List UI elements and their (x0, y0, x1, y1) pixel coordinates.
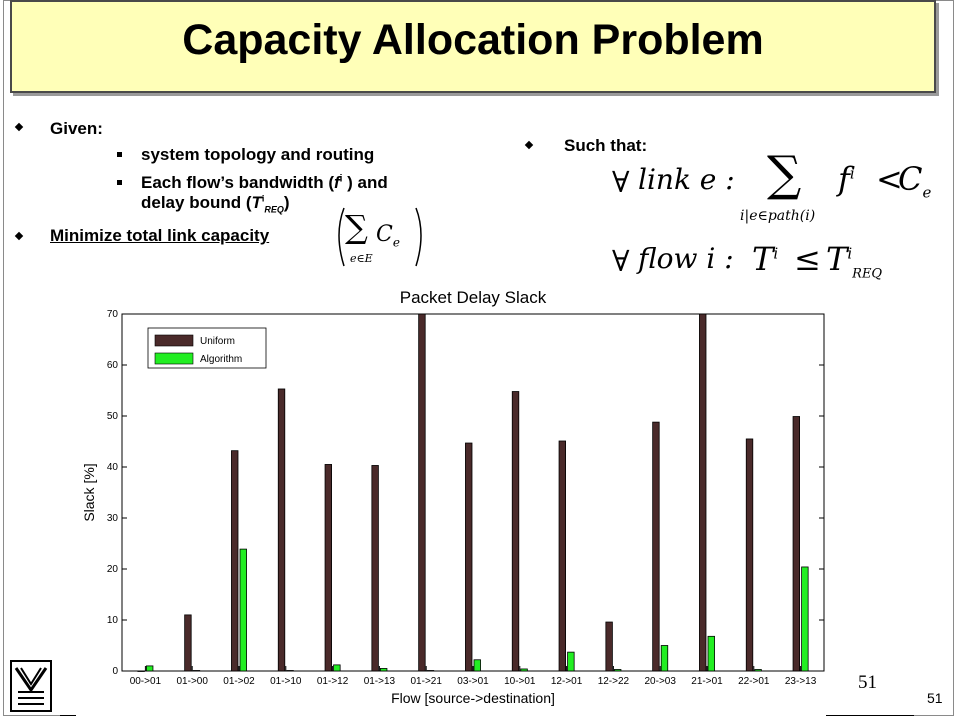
bar-algorithm (660, 645, 669, 672)
less-equal-symbol: ≤ (794, 240, 821, 278)
sum-index: e∈E (350, 252, 373, 265)
packet-delay-slack-chart: Packet Delay Slack 0 10 20 30 40 50 60 70 00->01 0… (70, 283, 826, 719)
minimize-formula (338, 207, 422, 267)
required-delay-symbol: TiREQ (826, 240, 883, 282)
slide-title: Capacity Allocation Problem (182, 16, 764, 64)
sum-index: i|e∈path(i) (740, 208, 816, 224)
bar-algorithm (146, 665, 154, 672)
bar-algorithm (754, 669, 762, 672)
legend-label: Uniform (200, 336, 235, 347)
bar-algorithm (567, 651, 575, 672)
bar-uniform (418, 313, 426, 672)
y-tick-label: 40 (107, 462, 119, 473)
bullet-square-icon (117, 180, 122, 185)
such-that-label: Such that: (564, 136, 648, 155)
delay-symbol: Ti (752, 240, 779, 278)
chart-title: Packet Delay Slack (400, 288, 547, 307)
given-item-topology: system topology and routing (141, 145, 375, 164)
x-tick-label: 01->10 (270, 676, 302, 687)
y-tick-label: 60 (107, 360, 119, 371)
bar-algorithm (333, 664, 341, 672)
bar-uniform (699, 313, 707, 672)
x-tick-label: 12->22 (598, 676, 630, 687)
bar-algorithm (801, 566, 809, 672)
bar-uniform (745, 438, 754, 672)
bar-uniform (371, 465, 379, 672)
sum-symbol: ∑ (767, 146, 802, 202)
forall-symbol: ∀ (612, 244, 630, 278)
x-tick-label: 01->12 (317, 676, 349, 687)
bar-uniform (277, 388, 286, 672)
legend-label: Algorithm (200, 354, 242, 365)
bar-algorithm (379, 668, 388, 672)
less-than-symbol: < (876, 160, 903, 198)
y-tick-label: 20 (107, 564, 119, 575)
x-tick-label: 01->21 (410, 676, 442, 687)
legend-swatch (154, 352, 194, 365)
bar-uniform (558, 440, 567, 672)
x-tick-label: 03->01 (457, 676, 489, 687)
page-number-small: 51 (927, 690, 943, 706)
constraint1-text: link e : (638, 163, 735, 196)
y-axis-label: Slack [%] (81, 463, 97, 521)
bar-uniform (184, 614, 192, 672)
bar-uniform (652, 421, 660, 672)
bar-uniform (137, 670, 145, 672)
y-tick-label: 0 (112, 666, 118, 677)
footer-line (826, 715, 914, 716)
plot-area (121, 313, 825, 672)
x-tick-label: 01->13 (364, 676, 396, 687)
bar-algorithm (614, 669, 622, 672)
technion-logo-icon (10, 660, 52, 712)
given-item-bandwidth: Each flow’s bandwidth (fi ) and (141, 173, 388, 192)
minimize-label: Minimize total link capacity (50, 226, 270, 245)
x-tick-label: 10->01 (504, 676, 536, 687)
y-tick-label: 10 (107, 615, 119, 626)
x-tick-label: 12->01 (551, 676, 583, 687)
bar-algorithm (707, 635, 715, 672)
x-tick-label: 21->01 (691, 676, 723, 687)
title-box: Capacity Allocation Problem (10, 0, 936, 93)
forall-symbol: ∀ (612, 165, 630, 199)
x-tick-label: 22->01 (738, 676, 770, 687)
y-tick-label: 30 (107, 513, 119, 524)
bar-uniform (231, 450, 239, 672)
bar-uniform (511, 391, 520, 672)
bar-algorithm (239, 548, 247, 672)
capacity-symbol: Ce (898, 160, 932, 202)
legend-swatch (154, 334, 194, 347)
given-label: Given: (50, 119, 103, 138)
footer-line (60, 715, 76, 716)
page-number: 51 (858, 672, 877, 693)
x-tick-label: 23->13 (785, 676, 817, 687)
bar-algorithm (192, 670, 201, 672)
bullet-square-icon (117, 152, 122, 157)
x-tick-label: 01->02 (223, 676, 255, 687)
x-tick-label: 00->01 (130, 676, 162, 687)
x-tick-label: 20->03 (644, 676, 676, 687)
flow-bandwidth: fi (838, 160, 855, 198)
bar-algorithm (520, 668, 528, 672)
bar-algorithm (426, 670, 435, 672)
bar-uniform (465, 442, 473, 672)
given-item-delay: delay bound (TiREQ) (141, 193, 290, 215)
x-axis-label: Flow [source->destination] (391, 690, 555, 706)
bar-uniform (792, 416, 800, 672)
bar-algorithm (473, 659, 481, 672)
x-tick-label: 01->00 (176, 676, 208, 687)
sum-symbol: ∑ (345, 208, 368, 246)
y-tick-label: 50 (107, 411, 119, 422)
y-tick-label: 70 (107, 309, 119, 320)
bar-uniform (605, 621, 613, 672)
capacity-symbol: Ce (376, 222, 400, 250)
bar-algorithm (286, 670, 294, 672)
constraint2-text: flow i : (638, 242, 734, 275)
bar-uniform (324, 464, 333, 672)
